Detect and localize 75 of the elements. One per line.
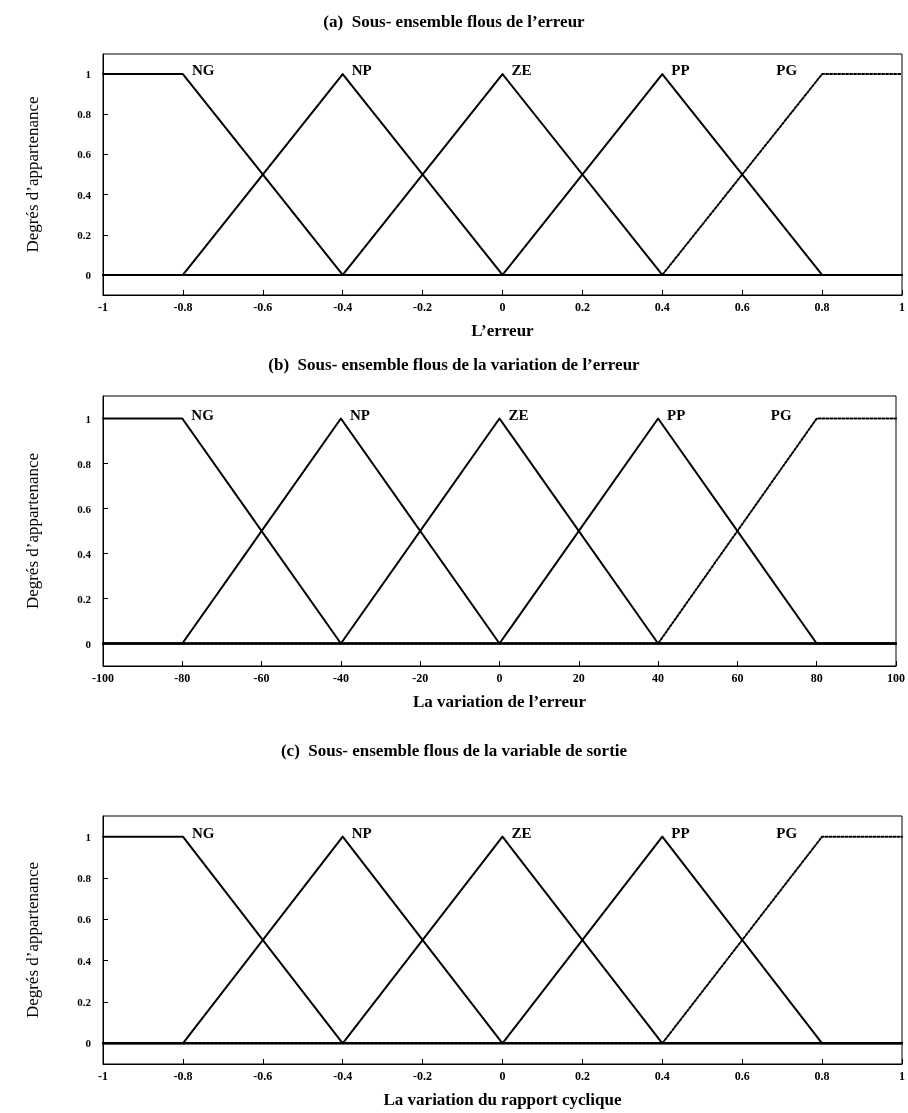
chart-title: (a) Sous- ensemble flous de l’erreur xyxy=(323,12,586,31)
series-label: ZE xyxy=(511,62,532,79)
y-tick-label: 0.6 xyxy=(77,502,92,515)
x-tick-label: -0.8 xyxy=(173,300,193,314)
x-tick-label: -1 xyxy=(98,300,108,314)
series-label: NG xyxy=(191,406,215,423)
x-tick-label: -80 xyxy=(174,671,191,685)
x-tick-label: -1 xyxy=(98,1069,108,1083)
y-tick-label: 0.8 xyxy=(77,872,92,884)
y-tick-label: 1 xyxy=(85,830,91,843)
x-axis-title: L’erreur xyxy=(471,321,535,340)
x-tick-label: -40 xyxy=(332,671,349,685)
x-tick-label: 1 xyxy=(899,300,905,314)
x-tick-label: 20 xyxy=(572,671,585,685)
x-tick-label: -0.4 xyxy=(333,300,353,314)
x-tick-label: -100 xyxy=(92,671,114,685)
chart-title: (c) Sous- ensemble flous de la variable de sortie xyxy=(280,741,628,760)
x-tick-label: 40 xyxy=(652,671,665,685)
series-label: PG xyxy=(776,824,798,841)
y-tick-label: 0.4 xyxy=(77,547,92,560)
y-tick-label: 0 xyxy=(85,637,92,650)
x-tick-label: 80 xyxy=(810,671,823,685)
x-tick-label: -0.2 xyxy=(413,1069,433,1083)
x-tick-label: 0.6 xyxy=(734,300,750,314)
x-tick-label: -60 xyxy=(253,671,270,685)
series-label: PP xyxy=(671,62,690,79)
y-tick-label: 0 xyxy=(85,268,92,281)
x-axis-title: La variation de l’erreur xyxy=(413,692,587,711)
y-tick-label: 0.6 xyxy=(77,148,92,161)
y-tick-label: 0 xyxy=(85,1037,92,1050)
x-tick-label: -0.2 xyxy=(413,300,433,314)
y-tick-label: 0.4 xyxy=(77,188,92,201)
x-tick-label: 0 xyxy=(499,1069,506,1083)
series-label: ZE xyxy=(511,824,532,841)
y-tick-label: 0.2 xyxy=(77,592,92,605)
y-axis-title: Degrés d’appartenance xyxy=(23,452,42,610)
series-label: NP xyxy=(349,406,370,423)
x-axis-title: La variation du rapport cyclique xyxy=(383,1090,622,1109)
x-tick-label: -0.8 xyxy=(173,1069,193,1083)
y-tick-label: 0.8 xyxy=(77,457,92,470)
series-label: PP xyxy=(671,824,690,841)
y-tick-label: 0.2 xyxy=(77,996,92,1008)
y-tick-label: 1 xyxy=(85,68,91,81)
x-tick-label: 1 xyxy=(899,1069,905,1083)
series-label: NG xyxy=(191,62,215,79)
series-label: NG xyxy=(191,824,215,841)
y-axis-title: Degrés d’appartenance xyxy=(23,96,42,253)
y-tick-label: 0.4 xyxy=(77,954,92,967)
series-label: PG xyxy=(770,406,793,423)
x-tick-label: 100 xyxy=(887,671,905,685)
x-tick-label: -20 xyxy=(412,671,429,685)
x-tick-label: 0.2 xyxy=(574,300,590,314)
x-tick-label: -0.6 xyxy=(253,300,273,314)
y-tick-label: 0.6 xyxy=(77,913,92,926)
x-tick-label: 0.4 xyxy=(654,300,670,314)
x-tick-label: 0 xyxy=(496,671,503,685)
x-tick-label: -0.6 xyxy=(253,1069,273,1083)
y-axis-title: Degrés d’appartenance xyxy=(23,861,42,1019)
series-label: ZE xyxy=(508,406,529,423)
x-tick-label: 0.8 xyxy=(814,300,830,314)
series-label: PG xyxy=(776,62,798,79)
chart-title: (b) Sous- ensemble flous de la variation de l’erreur xyxy=(268,355,641,374)
x-tick-label: 0.2 xyxy=(574,1069,590,1083)
x-tick-label: 0 xyxy=(499,300,506,314)
y-tick-label: 0.8 xyxy=(77,108,92,121)
x-tick-label: 60 xyxy=(731,671,744,685)
series-label: PP xyxy=(667,406,686,423)
x-tick-label: 0.8 xyxy=(814,1069,830,1083)
x-tick-label: 0.6 xyxy=(734,1069,750,1083)
series-label: NP xyxy=(351,824,372,841)
y-tick-label: 1 xyxy=(85,412,91,425)
series-label: NP xyxy=(351,62,372,79)
x-tick-label: -0.4 xyxy=(333,1069,353,1083)
x-tick-label: 0.4 xyxy=(654,1069,670,1083)
y-tick-label: 0.2 xyxy=(77,228,92,241)
